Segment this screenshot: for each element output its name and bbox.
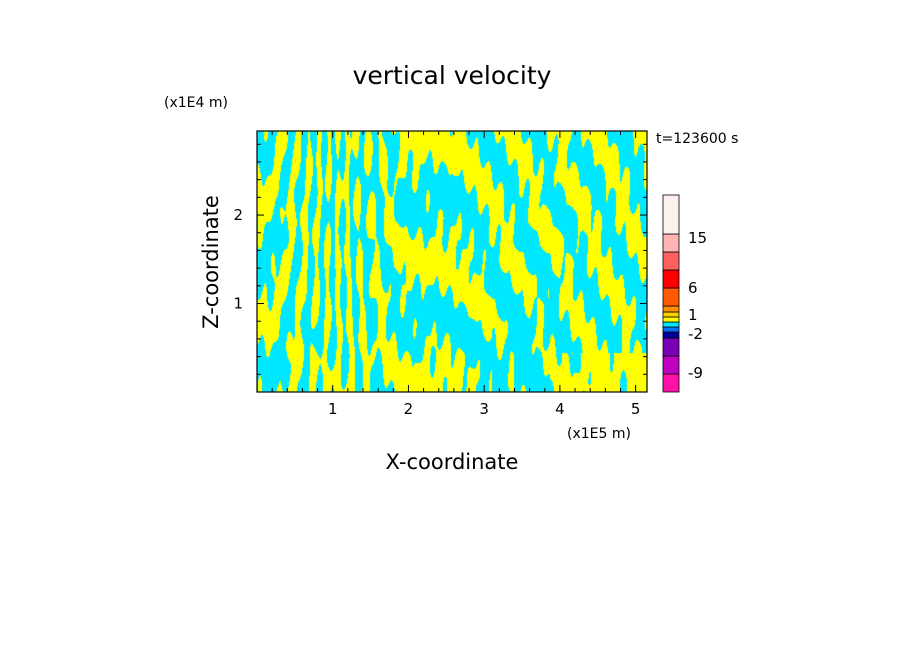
colorbar-swatch [662, 321, 680, 328]
colorbar-tick-label: -9 [688, 364, 703, 382]
colorbar-swatch [662, 305, 680, 313]
colorbar-swatch [662, 251, 680, 271]
colorbar-swatch [662, 326, 680, 333]
colorbar-swatch [662, 233, 680, 253]
x-axis-title: X-coordinate [386, 450, 519, 474]
contour-field-image [257, 131, 647, 392]
colorbar-tick-label: -2 [688, 325, 703, 343]
colorbar-swatch [662, 194, 680, 235]
x-tick-label: 4 [555, 400, 565, 418]
x-tick-label: 1 [328, 400, 338, 418]
colorbar-tick-label: 1 [688, 306, 698, 324]
chart-title: vertical velocity [353, 61, 552, 90]
contour-field [257, 131, 647, 392]
axis-ticks: 1 2 3 4 5 1 2 [233, 131, 647, 418]
x-unit-label: (x1E5 m) [567, 426, 631, 442]
colorbar: -9 -21 6 15 [662, 194, 707, 393]
colorbar-swatch [662, 269, 680, 289]
y-unit-label: (x1E4 m) [164, 95, 228, 111]
colorbar-swatch [662, 331, 680, 339]
colorbar-tick-label: 15 [688, 229, 707, 247]
colorbar-swatch [662, 337, 680, 357]
colorbar-swatch [662, 311, 680, 318]
colorbar-swatch [662, 287, 680, 307]
plot-frame [256, 130, 648, 393]
colorbar-tick-label: 6 [688, 279, 698, 297]
time-label: t=123600 s [656, 131, 738, 147]
colorbar-swatch [662, 316, 680, 323]
y-tick-label: 1 [233, 295, 243, 313]
x-tick-label: 2 [404, 400, 414, 418]
x-tick-label: 5 [631, 400, 641, 418]
colorbar-swatch [662, 355, 680, 375]
x-tick-label: 3 [479, 400, 489, 418]
y-tick-label: 2 [233, 206, 243, 224]
colorbar-swatch [662, 373, 680, 393]
y-axis-title: Z-coordinate [199, 195, 223, 329]
